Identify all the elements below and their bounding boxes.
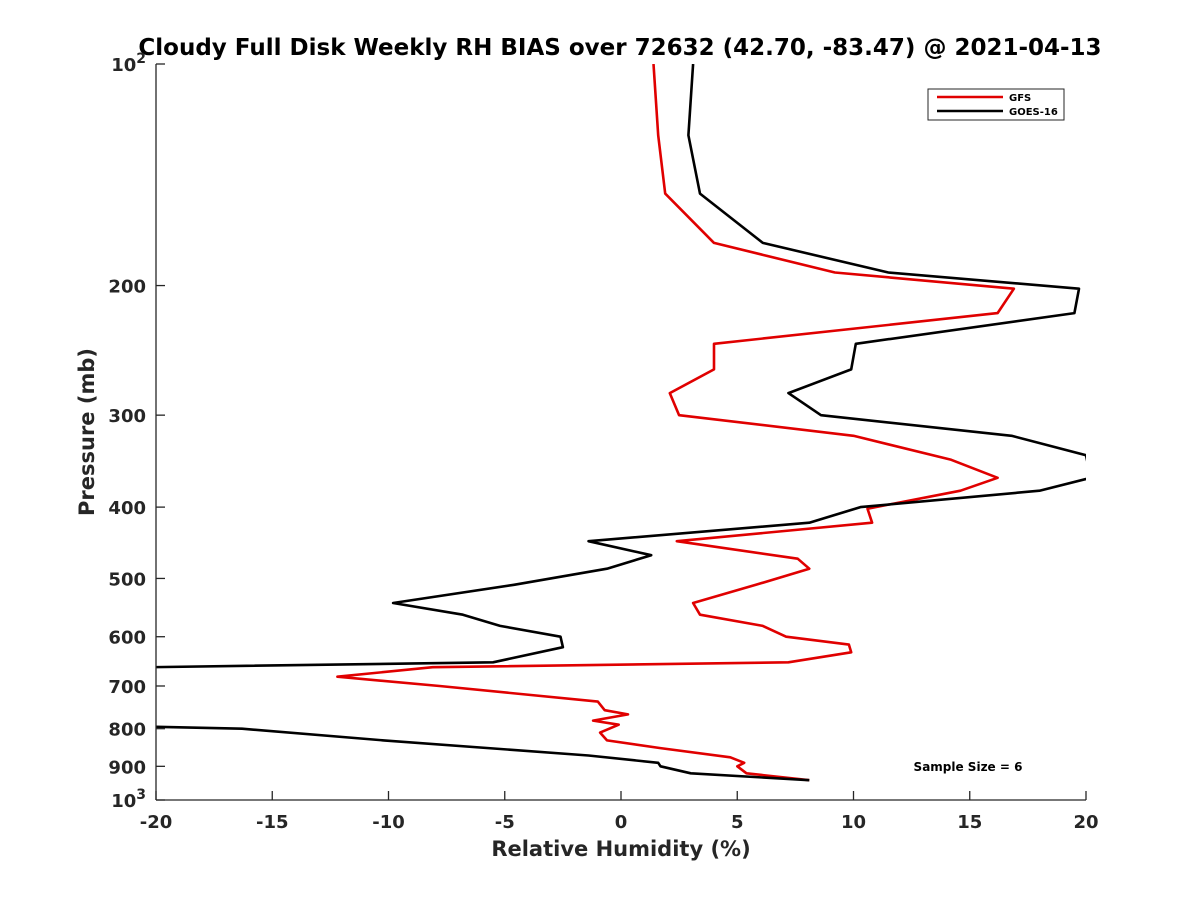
x-tick-label: -20: [140, 812, 173, 833]
x-tick-label: -15: [256, 812, 289, 833]
series-line-goes-16: [156, 64, 1086, 782]
series-layer: [156, 64, 1086, 782]
y-tick-label: 800: [108, 720, 146, 741]
y-tick-label: 700: [108, 677, 146, 698]
x-tick-label: 0: [615, 812, 628, 833]
y-tick-label: 600: [108, 628, 146, 649]
y-axis-ticks: 102 200 300 400 500 600 700 800 900 103: [108, 51, 165, 812]
y-tick-label: 102: [111, 51, 146, 76]
x-tick-label: -5: [495, 812, 515, 833]
x-tick-label: -10: [372, 812, 405, 833]
x-tick-label: 15: [957, 812, 982, 833]
x-tick-label: 20: [1073, 812, 1098, 833]
y-tick-label: 900: [108, 757, 146, 778]
y-tick-label: 400: [108, 498, 146, 519]
y-axis-label: Pressure (mb): [75, 348, 99, 516]
x-axis-ticks: -20 -15 -10 -5 0 5 10 15 20: [140, 791, 1099, 833]
x-axis-label: Relative Humidity (%): [491, 837, 750, 861]
legend-box: [927, 88, 1065, 121]
legend-label-gfs: GFS: [1009, 93, 1031, 104]
sample-size-annotation: Sample Size = 6: [914, 760, 1023, 774]
x-tick-label: 10: [841, 812, 866, 833]
chart-title: Cloudy Full Disk Weekly RH BIAS over 726…: [138, 35, 1101, 61]
legend: GFS GOES-16: [927, 88, 1065, 121]
y-tick-label: 300: [108, 406, 146, 427]
y-tick-label: 500: [108, 569, 146, 590]
x-tick-label: 5: [731, 812, 744, 833]
y-tick-label: 200: [108, 277, 146, 298]
legend-label-goes-16: GOES-16: [1009, 107, 1058, 118]
y-tick-label: 103: [111, 787, 146, 812]
series-line-gfs: [336, 64, 1016, 782]
